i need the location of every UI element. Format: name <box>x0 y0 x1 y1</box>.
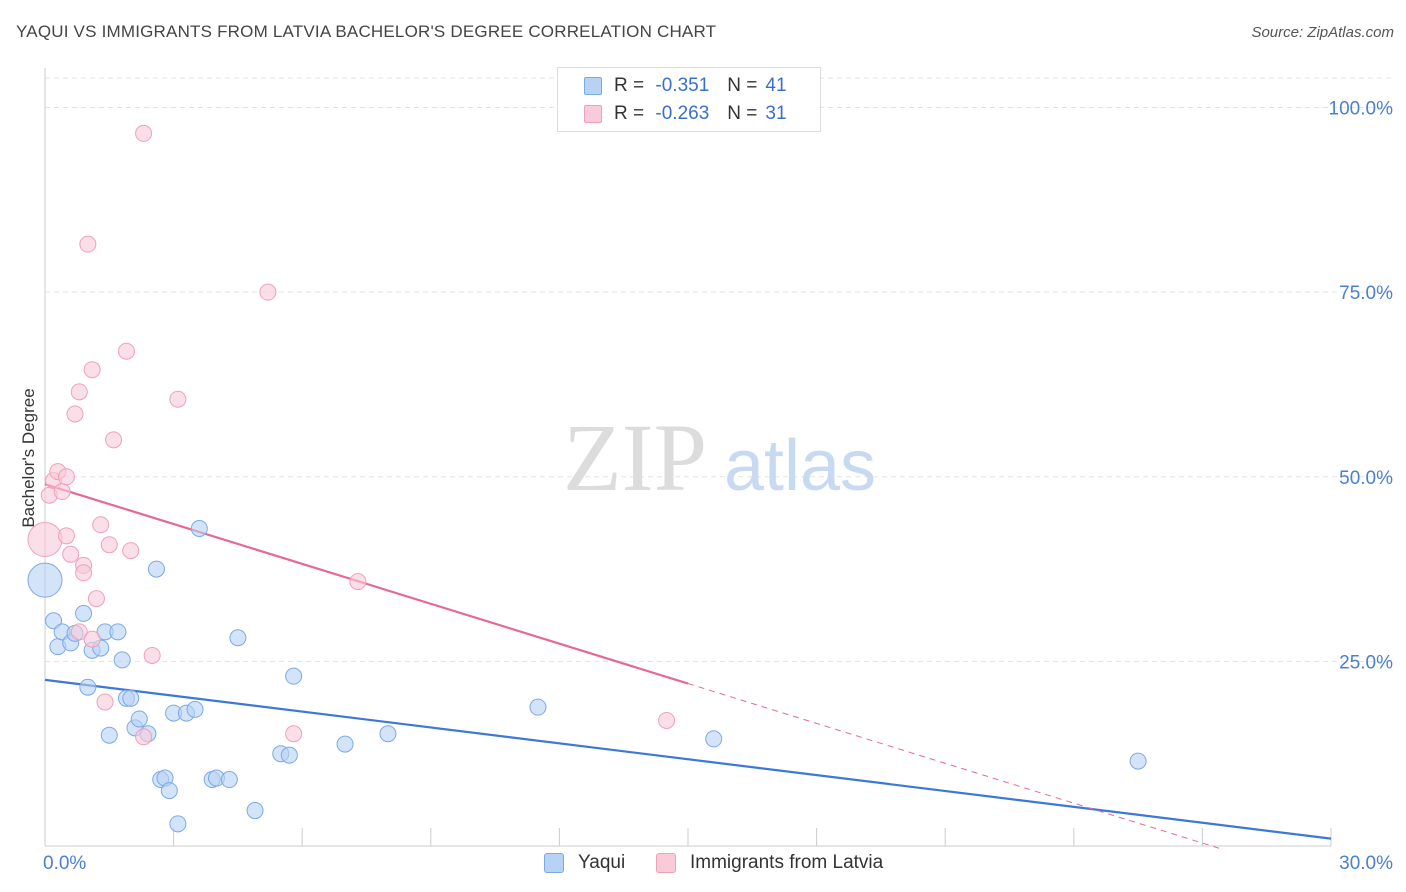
latvia-point <box>87 590 105 608</box>
stats-legend: R = -0.351 N = 41 R = -0.263 N = 31 <box>557 67 821 132</box>
gridlines <box>45 77 1391 662</box>
chart-source: Source: ZipAtlas.com <box>1251 24 1394 41</box>
latvia-point <box>57 468 75 486</box>
yaqui-point <box>336 735 354 753</box>
yaqui-point <box>220 771 238 789</box>
latvia-point <box>70 383 88 401</box>
yaqui-point <box>280 746 298 764</box>
yaqui-point <box>27 562 63 598</box>
legend-n-value: 41 <box>765 75 787 96</box>
legend-n-label: N = <box>727 103 758 124</box>
latvia-point <box>259 283 277 301</box>
latvia-point <box>658 711 676 729</box>
yaqui-point <box>1129 752 1147 770</box>
latvia-point <box>96 693 114 711</box>
chart-title: YAQUI VS IMMIGRANTS FROM LATVIA BACHELOR… <box>16 22 717 41</box>
latvia-point <box>92 516 110 534</box>
yaqui-point <box>75 604 93 622</box>
watermark-zip: ZIP <box>563 404 707 511</box>
latvia-point <box>62 545 80 563</box>
data-points <box>27 124 1147 833</box>
latvia-point <box>143 646 161 664</box>
yaqui-point <box>246 802 264 820</box>
latvia-point <box>83 630 101 648</box>
trend-lines <box>44 483 1332 851</box>
y-tick-label: 50.0% <box>1339 468 1393 489</box>
latvia-point <box>285 725 303 743</box>
legend-swatch-yaqui <box>584 77 602 95</box>
watermark-atlas: atlas <box>724 426 876 506</box>
latvia-point <box>57 527 75 545</box>
yaqui-point <box>169 815 187 833</box>
yaqui-point <box>100 726 118 744</box>
y-tick-label: 100.0% <box>1329 99 1394 120</box>
series-name-latvia: Immigrants from Latvia <box>690 852 884 873</box>
yaqui-point <box>285 667 303 685</box>
latvia-point <box>135 728 153 746</box>
yaqui-point <box>529 698 547 716</box>
yaqui-point <box>379 725 397 743</box>
yaqui-point <box>122 689 140 707</box>
legend-n-value: 31 <box>765 103 787 124</box>
series-name-yaqui: Yaqui <box>578 852 626 873</box>
legend-r-value: -0.351 <box>655 75 710 96</box>
latvia-point <box>117 342 135 360</box>
latvia-point <box>75 564 93 582</box>
latvia-trend-extension <box>687 683 1224 851</box>
yaqui-point <box>113 651 131 669</box>
series-swatch-latvia <box>656 853 676 873</box>
latvia-point <box>66 405 84 423</box>
legend-r-label: R = <box>614 75 645 96</box>
yaqui-point <box>190 519 208 537</box>
yaqui-point <box>79 678 97 696</box>
latvia-point <box>53 483 71 501</box>
latvia-point <box>122 542 140 560</box>
series-legend-latvia: Immigrants from Latvia <box>656 852 883 874</box>
yaqui-point <box>160 782 178 800</box>
y-tick-label: 25.0% <box>1339 652 1393 673</box>
yaqui-point <box>705 730 723 748</box>
legend-n-label: N = <box>727 75 758 96</box>
legend-swatch-latvia <box>584 105 602 123</box>
yaqui-point <box>186 700 204 718</box>
yaqui-point <box>109 623 127 641</box>
series-swatch-yaqui <box>544 853 564 873</box>
yaqui-point <box>130 710 148 728</box>
latvia-point <box>100 536 118 554</box>
legend-row-yaqui: R = -0.351 N = 41 <box>584 73 787 99</box>
x-tick-label: 0.0% <box>43 853 86 874</box>
legend-r-value: -0.263 <box>655 103 710 124</box>
series-legend-yaqui: Yaqui <box>544 852 625 874</box>
latvia-point <box>105 431 123 449</box>
yaqui-point <box>147 560 165 578</box>
legend-row-latvia: R = -0.263 N = 31 <box>584 101 787 127</box>
series-legend: Yaqui Immigrants from Latvia <box>0 852 1406 878</box>
latvia-point <box>83 361 101 379</box>
x-tick-label: 30.0% <box>1339 853 1393 874</box>
latvia-point <box>169 390 187 408</box>
legend-r-label: R = <box>614 103 645 124</box>
latvia-point <box>79 235 97 253</box>
latvia-point <box>70 623 88 641</box>
y-tick-label: 75.0% <box>1339 283 1393 304</box>
yaqui-trend-line <box>44 678 1332 840</box>
y-axis-label: Bachelor's Degree <box>19 388 38 527</box>
axes <box>44 68 1332 847</box>
yaqui-point <box>229 629 247 647</box>
tick-labels: 100.0% 75.0% 50.0% 25.0% 0.0% 30.0% <box>43 99 1393 874</box>
latvia-point <box>135 124 153 142</box>
latvia-trend-line <box>44 483 689 685</box>
latvia-point <box>349 573 367 591</box>
